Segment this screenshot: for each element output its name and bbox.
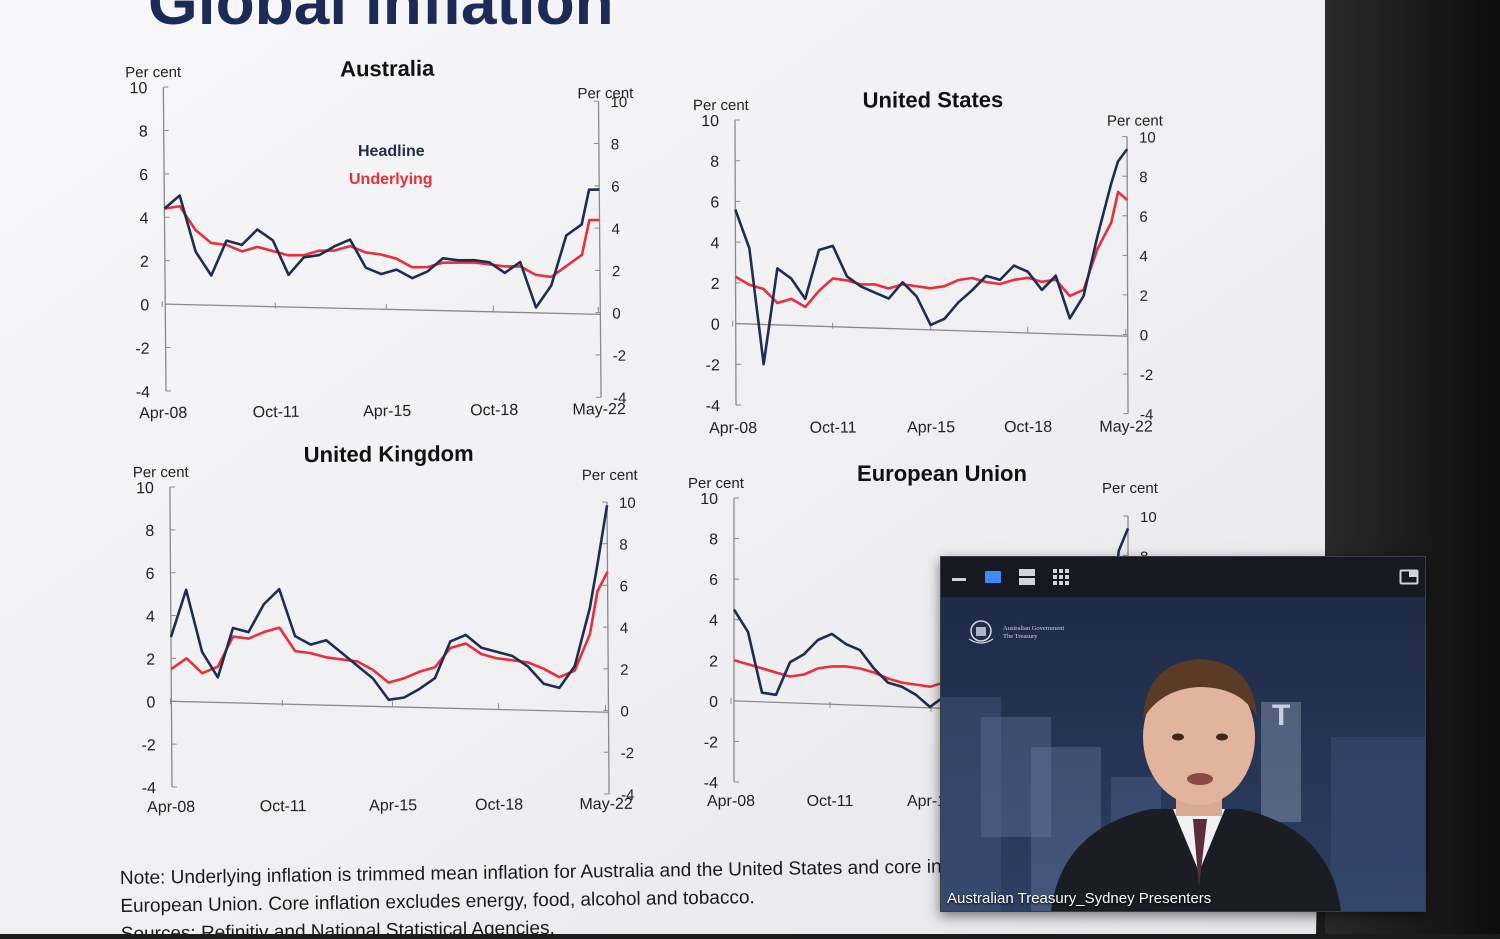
x-tick-label: Oct-18 bbox=[475, 797, 523, 814]
y-tick-label-right: 10 bbox=[1140, 509, 1157, 526]
x-tick-label: May-22 bbox=[1099, 419, 1153, 436]
chart-title: European Union bbox=[857, 461, 1027, 486]
video-frame: T bbox=[941, 597, 1425, 911]
y-tick-label-right: 0 bbox=[620, 703, 628, 720]
y-tick-label-right: 8 bbox=[619, 537, 627, 554]
y-tick-label-right: 4 bbox=[612, 221, 620, 238]
y-label-left: Per cent bbox=[133, 464, 190, 481]
x-tick-label: Apr-08 bbox=[707, 793, 755, 810]
background-letter: T bbox=[1272, 699, 1290, 732]
y-tick-label-right: -2 bbox=[1140, 367, 1153, 384]
y-tick-label-right: 10 bbox=[619, 495, 636, 512]
y-tick-label-left: 6 bbox=[709, 572, 718, 589]
legend-headline: Headline bbox=[358, 143, 425, 160]
y-tick-label-left: 2 bbox=[709, 653, 718, 670]
y-tick-label-right: -2 bbox=[613, 348, 626, 365]
y-tick-label-left: 2 bbox=[711, 276, 720, 293]
y-tick-label-left: -2 bbox=[704, 734, 718, 751]
video-feed: T Australian Government The bbox=[941, 597, 1425, 911]
x-tick-label: Oct-18 bbox=[1004, 419, 1052, 436]
y-tick-label-left: 10 bbox=[700, 491, 718, 508]
y-tick-label-left: -2 bbox=[141, 737, 155, 754]
x-tick-label: Apr-08 bbox=[147, 799, 195, 816]
y-tick-label-left: 8 bbox=[145, 523, 154, 540]
y-tick-label-left: 0 bbox=[146, 694, 155, 711]
y-tick-label-right: 6 bbox=[620, 578, 628, 595]
y-tick-label-right: 8 bbox=[1139, 169, 1147, 186]
y-tick-label-left: 4 bbox=[146, 609, 155, 626]
exit-fullscreen-icon[interactable] bbox=[1399, 567, 1419, 587]
y-tick-label-left: 4 bbox=[711, 235, 720, 252]
y-label-right: Per cent bbox=[1102, 480, 1159, 497]
x-tick-label: Apr-15 bbox=[907, 419, 955, 436]
y-tick-label-right: 2 bbox=[1140, 288, 1148, 305]
x-tick-label: Oct-11 bbox=[253, 404, 300, 421]
x-tick-label: Oct-18 bbox=[470, 402, 518, 419]
y-tick-label-left: 4 bbox=[709, 613, 718, 630]
y-tick-label-left: -2 bbox=[135, 341, 149, 358]
y-tick-label-left: 8 bbox=[709, 532, 718, 549]
y-tick-label-left: -4 bbox=[136, 384, 150, 401]
y-tick-label-left: 10 bbox=[136, 480, 154, 497]
y-tick-label-right: 0 bbox=[1140, 327, 1148, 344]
x-tick-label: May-22 bbox=[579, 796, 633, 813]
y-tick-label-right: 6 bbox=[1139, 209, 1147, 226]
participant-name-label: Australian Treasury_Sydney Presenters bbox=[947, 890, 1211, 907]
y-tick-label-right: 4 bbox=[620, 620, 628, 637]
y-label-left: Per cent bbox=[125, 64, 182, 81]
legend-underlying: Underlying bbox=[349, 171, 433, 188]
y-tick-label-left: 6 bbox=[710, 194, 719, 211]
y-label-left: Per cent bbox=[693, 97, 750, 114]
y-label-left: Per cent bbox=[688, 475, 745, 492]
split-view-icon[interactable] bbox=[1017, 567, 1037, 587]
y-tick-label-right: 4 bbox=[1139, 248, 1147, 265]
y-tick-label-right: -2 bbox=[621, 745, 634, 762]
y-tick-label-left: 10 bbox=[129, 80, 147, 97]
y-tick-label-right: 2 bbox=[620, 662, 628, 679]
x-tick-label: Apr-08 bbox=[709, 420, 757, 437]
y-tick-label-left: 10 bbox=[701, 113, 719, 130]
x-tick-label: May-22 bbox=[572, 401, 626, 418]
y-label-right: Per cent bbox=[1107, 113, 1164, 130]
y-tick-label-left: 2 bbox=[140, 254, 149, 271]
x-tick-label: Oct-11 bbox=[807, 793, 854, 810]
y-tick-label-right: 10 bbox=[1139, 130, 1156, 147]
logo-line-2: The Treasury bbox=[1003, 633, 1064, 641]
y-label-right: Per cent bbox=[582, 467, 639, 484]
x-tick-label: Oct-11 bbox=[810, 420, 857, 437]
logo-line-1: Australian Government bbox=[1003, 625, 1064, 633]
x-tick-label: Oct-11 bbox=[260, 798, 307, 815]
video-call-window[interactable]: T Australian Government The bbox=[940, 556, 1426, 912]
y-tick-label-left: -4 bbox=[706, 398, 720, 415]
y-tick-label-left: 8 bbox=[139, 124, 148, 141]
video-toolbar bbox=[941, 557, 1425, 597]
y-tick-label-left: -2 bbox=[706, 357, 720, 374]
y-tick-label-right: 6 bbox=[611, 179, 619, 196]
y-tick-label-left: 4 bbox=[140, 210, 149, 227]
government-logo-text: Australian Government The Treasury bbox=[1003, 625, 1064, 641]
y-tick-label-right: 8 bbox=[611, 136, 619, 153]
speaker-view-icon[interactable] bbox=[983, 567, 1003, 587]
y-tick-label-left: 2 bbox=[146, 652, 155, 669]
x-tick-label: Apr-15 bbox=[363, 403, 411, 420]
y-tick-label-left: 8 bbox=[710, 154, 719, 171]
y-tick-label-left: 0 bbox=[711, 317, 720, 334]
y-tick-label-right: 10 bbox=[610, 94, 627, 111]
y-tick-label-right: 0 bbox=[612, 305, 620, 322]
y-tick-label-right: 2 bbox=[612, 263, 620, 280]
y-tick-label-left: 0 bbox=[709, 694, 718, 711]
gallery-view-icon[interactable] bbox=[1051, 567, 1071, 587]
chart-title: Australia bbox=[340, 56, 435, 82]
y-tick-label-left: 0 bbox=[140, 297, 149, 314]
x-tick-label: Apr-15 bbox=[369, 797, 417, 814]
chart-title: United Kingdom bbox=[304, 441, 474, 467]
x-tick-label: Apr-08 bbox=[139, 405, 187, 422]
y-tick-label-left: 6 bbox=[139, 167, 148, 184]
y-tick-label-left: 6 bbox=[146, 566, 155, 583]
chart-title: United States bbox=[863, 87, 1004, 112]
y-tick-label-left: -4 bbox=[142, 780, 156, 797]
y-tick-label-left: -4 bbox=[704, 775, 718, 792]
minimize-icon[interactable] bbox=[949, 567, 969, 587]
